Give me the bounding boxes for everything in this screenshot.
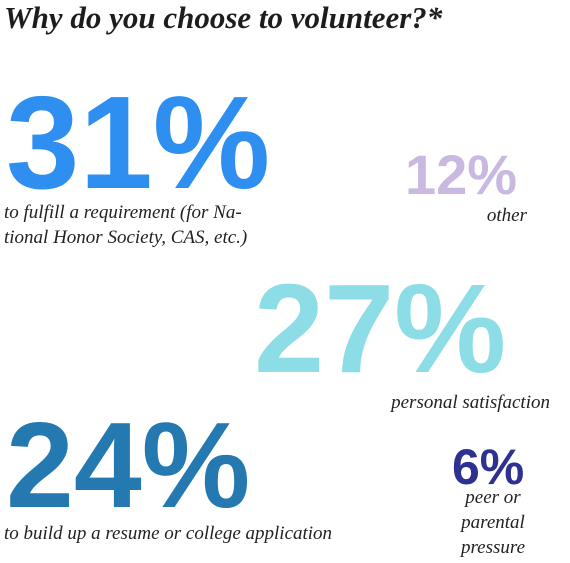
- stat-figure: 27%: [254, 258, 506, 399]
- stat-label: to build up a resume or college applicat…: [4, 523, 332, 544]
- stat-label: tional Honor Society, CAS, etc.): [4, 227, 247, 248]
- stat-label: to fulfill a requirement (for Na-: [4, 202, 242, 223]
- title: Why do you choose to volunteer?*: [4, 0, 443, 35]
- stat-label: peer or: [463, 487, 521, 508]
- stat-figure: 24%: [6, 397, 250, 533]
- stat-label: pressure: [459, 537, 525, 558]
- stat-figure: 6%: [452, 439, 524, 495]
- stat-label: parental: [459, 512, 525, 533]
- stat-label: personal satisfaction: [389, 392, 550, 413]
- stat-figure: 31%: [6, 69, 270, 216]
- stat-label: other: [487, 205, 528, 226]
- stat-figure: 12%: [405, 143, 517, 206]
